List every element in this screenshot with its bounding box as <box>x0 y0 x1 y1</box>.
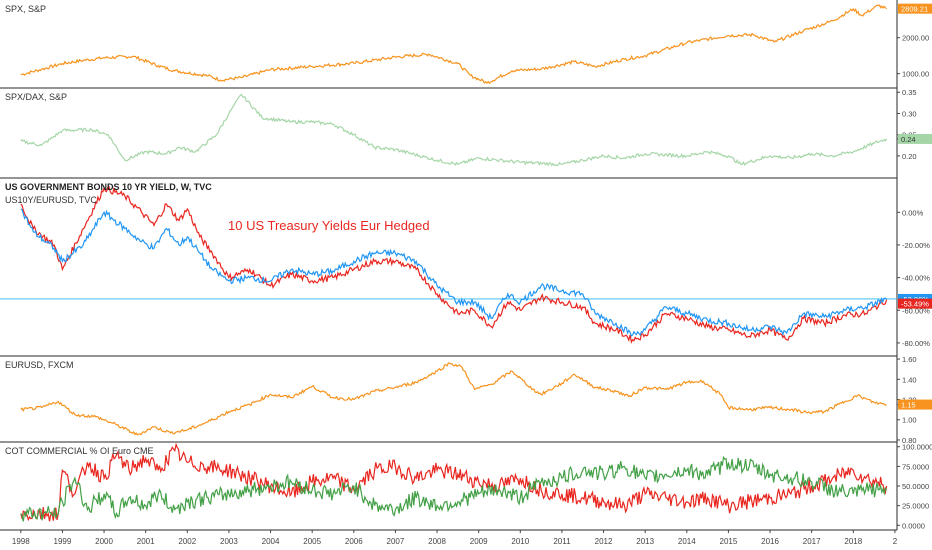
last-value-badge <box>898 3 932 14</box>
x-tick-label: 2010 <box>511 537 529 546</box>
x-tick-label: 2017 <box>803 537 821 546</box>
y-tick-label: 0.00% <box>902 208 924 217</box>
x-tick-label: 2005 <box>303 537 321 546</box>
x-tick-label: 2008 <box>428 537 446 546</box>
y-tick-label: 25.0000 <box>902 502 929 511</box>
y-tick-label: 0.0000 <box>902 521 925 530</box>
x-tick-label: 2015 <box>720 537 738 546</box>
series-line <box>20 208 887 337</box>
y-tick-label: 0.30 <box>902 109 917 118</box>
last-value-label: 1.15 <box>901 401 916 410</box>
x-tick-label: 2013 <box>636 537 654 546</box>
y-tick-label: 0.80 <box>902 436 917 445</box>
series-line <box>20 455 888 522</box>
y-tick-label: -60.00% <box>902 306 930 315</box>
y-tick-label: 75.0000 <box>902 462 929 471</box>
panel-title: COT COMMERCIAL % OI Euro CME <box>5 446 154 456</box>
last-value-label: -53.49% <box>901 300 929 309</box>
x-tick-label: 2016 <box>761 537 779 546</box>
last-value-badge <box>898 298 932 309</box>
x-tick-label: 2000 <box>95 537 113 546</box>
x-tick-label: 2006 <box>345 537 363 546</box>
x-tick-label: 2012 <box>595 537 613 546</box>
x-tick-label: 2002 <box>178 537 196 546</box>
y-tick-label: 0.35 <box>902 88 917 97</box>
y-tick-label: 1.60 <box>902 355 917 364</box>
series-line <box>20 362 887 436</box>
y-tick-label: 0.20 <box>902 152 917 161</box>
x-tick-label: 2014 <box>678 537 696 546</box>
y-tick-label: 1.00 <box>902 416 917 425</box>
y-tick-label: 1.40 <box>902 375 917 384</box>
x-tick-label: 2004 <box>262 537 280 546</box>
x-tick-label: 1999 <box>54 537 72 546</box>
last-value-label: 0.24 <box>901 135 916 144</box>
y-tick-label: -20.00% <box>902 241 930 250</box>
panel-title: SPX, S&P <box>5 4 46 14</box>
x-tick-label: 2003 <box>220 537 238 546</box>
x-tick-label: 2001 <box>137 537 155 546</box>
y-tick-label: -80.00% <box>902 339 930 348</box>
x-tick-label: 2007 <box>387 537 405 546</box>
panel-subtitle: US10Y/EURUSD, TVC <box>5 195 97 205</box>
y-tick-label: 100.0000 <box>902 443 932 452</box>
y-tick-label: 50.0000 <box>902 482 929 491</box>
panel-title: SPX/DAX, S&P <box>5 92 67 102</box>
last-value-badge <box>898 399 932 410</box>
y-tick-label: 2000.00 <box>902 34 929 43</box>
last-value-badge <box>898 133 932 144</box>
series-line <box>20 4 887 85</box>
series-line <box>20 185 888 344</box>
x-tick-label: 2009 <box>470 537 488 546</box>
x-tick-label: 2018 <box>844 537 862 546</box>
series-line <box>20 443 888 522</box>
y-tick-label: -40.00% <box>902 274 930 283</box>
panel-title: EURUSD, FXCM <box>5 360 74 370</box>
panel-title: US GOVERNMENT BONDS 10 YR YIELD, W, TVC <box>5 182 212 192</box>
chart-annotation: 10 US Treasury Yields Eur Hedged <box>228 218 430 233</box>
series-line <box>20 93 888 167</box>
last-value-label: 2809.21 <box>901 5 928 14</box>
x-tick-label: 2 <box>893 537 898 546</box>
x-tick-label: 2011 <box>553 537 571 546</box>
x-tick-label: 1998 <box>12 537 30 546</box>
y-tick-label: 1000.00 <box>902 70 929 79</box>
